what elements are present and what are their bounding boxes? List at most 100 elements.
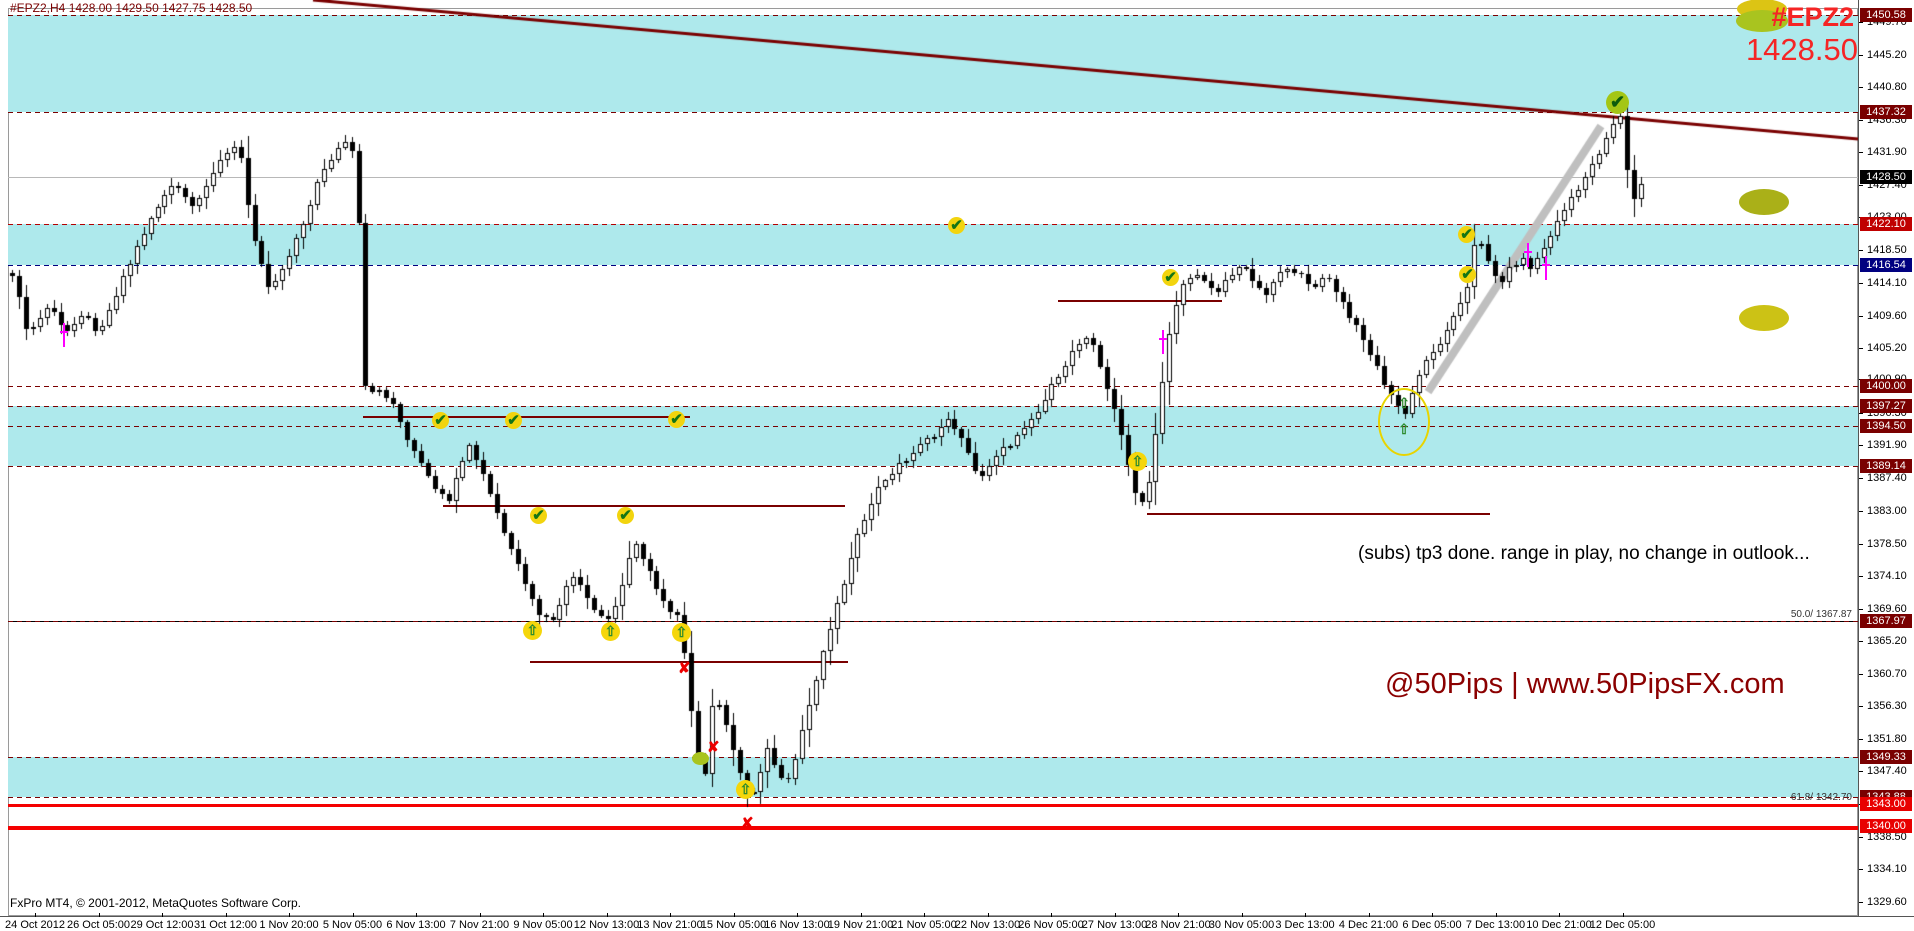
time-tick-mark — [225, 913, 227, 917]
time-tick-label: 22 Nov 13:00 — [954, 919, 1021, 931]
price-tick-mark — [1859, 445, 1863, 446]
price-level-label: 1340.00 — [1860, 819, 1912, 833]
up-arrow-circle-icon: ⇧ — [523, 621, 542, 640]
time-tick-label: 7 Nov 21:00 — [449, 919, 510, 931]
brand-watermark: @50Pips | www.50PipsFX.com — [1385, 668, 1785, 700]
time-tick-label: 16 Nov 13:00 — [764, 919, 830, 931]
time-tick-label: 28 Nov 21:00 — [1145, 919, 1211, 931]
highlighter-blob — [691, 751, 709, 765]
price-level-label: 1389.14 — [1860, 459, 1912, 473]
time-tick-mark — [1305, 913, 1306, 917]
price-level-label: 1394.50 — [1860, 419, 1912, 433]
price-tick-mark — [1859, 771, 1863, 772]
price-tick-mark — [1859, 902, 1863, 903]
price-level-label: 1416.54 — [1860, 258, 1912, 272]
checkmark-circle-icon: ✔ — [1606, 91, 1629, 114]
price-tick-label: 1387.40 — [1867, 472, 1907, 484]
time-tick-label: 24 Oct 2012 — [5, 919, 65, 931]
price-tick-label: 1360.70 — [1867, 668, 1907, 680]
time-tick-mark — [1559, 913, 1560, 917]
time-tick-mark — [1114, 913, 1116, 917]
price-tick-label: 1445.20 — [1867, 49, 1907, 61]
price-tick-mark — [1859, 185, 1863, 186]
time-tick-label: 6 Dec 05:00 — [1402, 919, 1462, 931]
time-tick-label: 26 Nov 05:00 — [1018, 919, 1084, 931]
time-tick-label: 29 Oct 12:00 — [130, 919, 194, 931]
price-tick-label: 1378.50 — [1867, 538, 1907, 550]
price-level-label: 1450.58 — [1860, 8, 1912, 22]
chart-title-ohlc: #EPZ2,H4 1428.00 1429.50 1427.75 1428.50 — [10, 1, 253, 15]
price-tick-mark — [1859, 739, 1863, 740]
time-tick-mark — [924, 913, 925, 917]
price-tick-mark — [1859, 55, 1863, 56]
price-level-label: 1397.27 — [1860, 399, 1912, 413]
time-tick-label: 30 Nov 05:00 — [1208, 919, 1275, 931]
time-tick-label: 3 Dec 13:00 — [1275, 919, 1335, 931]
fibo-label-50: 50.0/ 1367.87 — [1790, 609, 1852, 620]
price-level-label: 1428.50 — [1860, 170, 1912, 184]
price-tick-label: 1374.10 — [1867, 570, 1907, 582]
price-level-label: 1437.32 — [1860, 105, 1912, 119]
price-tick-mark — [1859, 706, 1863, 707]
time-tick-label: 26 Oct 05:00 — [67, 919, 130, 931]
price-tick-mark — [1859, 511, 1863, 512]
time-tick-mark — [1432, 913, 1433, 917]
time-tick-mark — [987, 913, 989, 917]
price-level-label: 1400.00 — [1860, 379, 1912, 393]
price-tick-mark — [1859, 674, 1863, 675]
price-tick-mark — [1859, 120, 1863, 121]
checkmark-icon: ✔ — [432, 412, 449, 429]
price-tick-label: 1329.60 — [1867, 896, 1907, 908]
price-tick-mark — [1859, 609, 1863, 610]
price-tick-label: 1365.20 — [1867, 635, 1907, 647]
watermark-big-price: 1428.50 — [1745, 32, 1858, 67]
red-x-icon: ✘ — [741, 815, 754, 832]
highlighter-blob — [1736, 10, 1788, 32]
price-tick-mark — [1859, 413, 1863, 414]
time-tick-mark — [35, 913, 36, 917]
price-tick-mark — [1859, 250, 1863, 251]
red-x-icon: ✘ — [707, 739, 720, 756]
note-annotation: (subs) tp3 done. range in play, no chang… — [1358, 543, 1810, 564]
fibo-label-618: 61.8/ 1342.70 — [1790, 792, 1852, 803]
time-axis[interactable]: 24 Oct 2012 26 Oct 05:00 29 Oct 12:00 31 Oc… — [0, 913, 1914, 931]
price-level-label: 1422.10 — [1860, 217, 1912, 231]
watermark-symbol: #EPZ2 — [1771, 2, 1854, 32]
time-tick-label: 27 Nov 13:00 — [1081, 919, 1148, 931]
time-tick-mark — [352, 913, 354, 917]
time-tick-label: 1 Nov 20:00 — [259, 919, 319, 931]
time-tick-label: 9 Nov 05:00 — [513, 919, 573, 931]
price-tick-label: 1351.80 — [1867, 733, 1907, 745]
time-tick-mark — [1241, 913, 1243, 917]
price-tick-mark — [1859, 87, 1863, 88]
time-tick-label: 10 Dec 21:00 — [1526, 919, 1592, 931]
price-level-label: 1349.33 — [1860, 750, 1912, 764]
time-tick-label: 4 Dec 21:00 — [1338, 919, 1399, 931]
time-tick-mark — [1495, 913, 1497, 917]
checkmark-icon: ✔ — [617, 507, 634, 524]
time-tick-label: 6 Nov 13:00 — [386, 919, 446, 931]
up-arrow-circle-icon: ⇧ — [672, 623, 691, 642]
circled-double-arrow-note: ⇧ ⇧ — [1378, 388, 1430, 456]
time-tick-mark — [479, 913, 481, 917]
price-tick-mark — [1859, 22, 1863, 23]
time-tick-mark — [289, 913, 290, 917]
price-tick-mark — [1859, 316, 1863, 317]
price-tick-mark — [1859, 576, 1863, 577]
price-tick-label: 1347.40 — [1867, 765, 1907, 777]
time-tick-label: 19 Nov 21:00 — [827, 919, 894, 931]
time-tick-mark — [1051, 913, 1052, 917]
time-tick-mark — [416, 913, 417, 917]
time-tick-label: 31 Oct 12:00 — [194, 919, 257, 931]
price-tick-mark — [1859, 152, 1863, 153]
up-arrow-circle-icon: ⇧ — [1128, 452, 1147, 471]
time-tick-mark — [733, 913, 735, 917]
price-axis[interactable]: 1449.70 1445.20 1440.80 1436.30 1431.90 1427.… — [1858, 0, 1914, 916]
time-tick-label: 7 Dec 13:00 — [1465, 919, 1526, 931]
time-tick-mark — [1178, 913, 1179, 917]
price-tick-mark — [1859, 283, 1863, 284]
price-tick-label: 1383.00 — [1867, 505, 1907, 517]
price-tick-label: 1356.30 — [1867, 700, 1907, 712]
